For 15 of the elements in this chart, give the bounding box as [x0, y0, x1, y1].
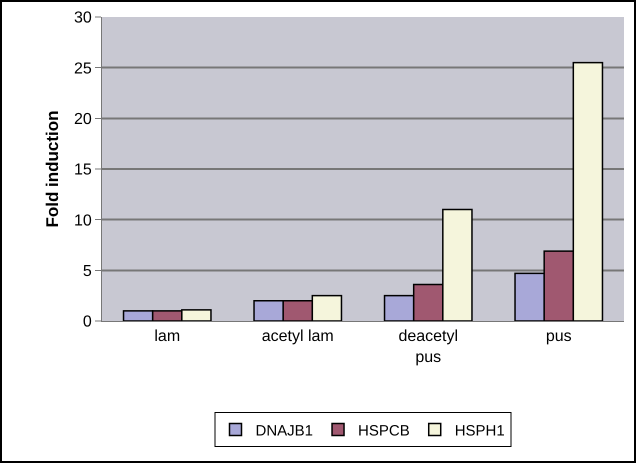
- y-tick-label: 20: [74, 110, 92, 128]
- legend-label: HSPCB: [358, 422, 410, 440]
- y-tick-label: 15: [74, 162, 92, 179]
- y-tick-label: 5: [82, 262, 92, 280]
- y-axis-title: Fold induction: [43, 110, 62, 228]
- y-tick-label: 0: [82, 314, 92, 331]
- y-tick-label: 25: [74, 60, 92, 78]
- x-tick-label: pus: [546, 328, 572, 346]
- legend-label: HSPH1: [454, 422, 505, 440]
- x-tick-label: acetyl lam: [262, 328, 334, 346]
- legend-label: DNAJB1: [256, 422, 314, 440]
- y-tick-label: 10: [74, 212, 92, 230]
- y-tick-label: 30: [74, 10, 92, 27]
- x-tick-label: deacetyl pus: [398, 328, 458, 366]
- x-tick-label: lam: [154, 328, 180, 346]
